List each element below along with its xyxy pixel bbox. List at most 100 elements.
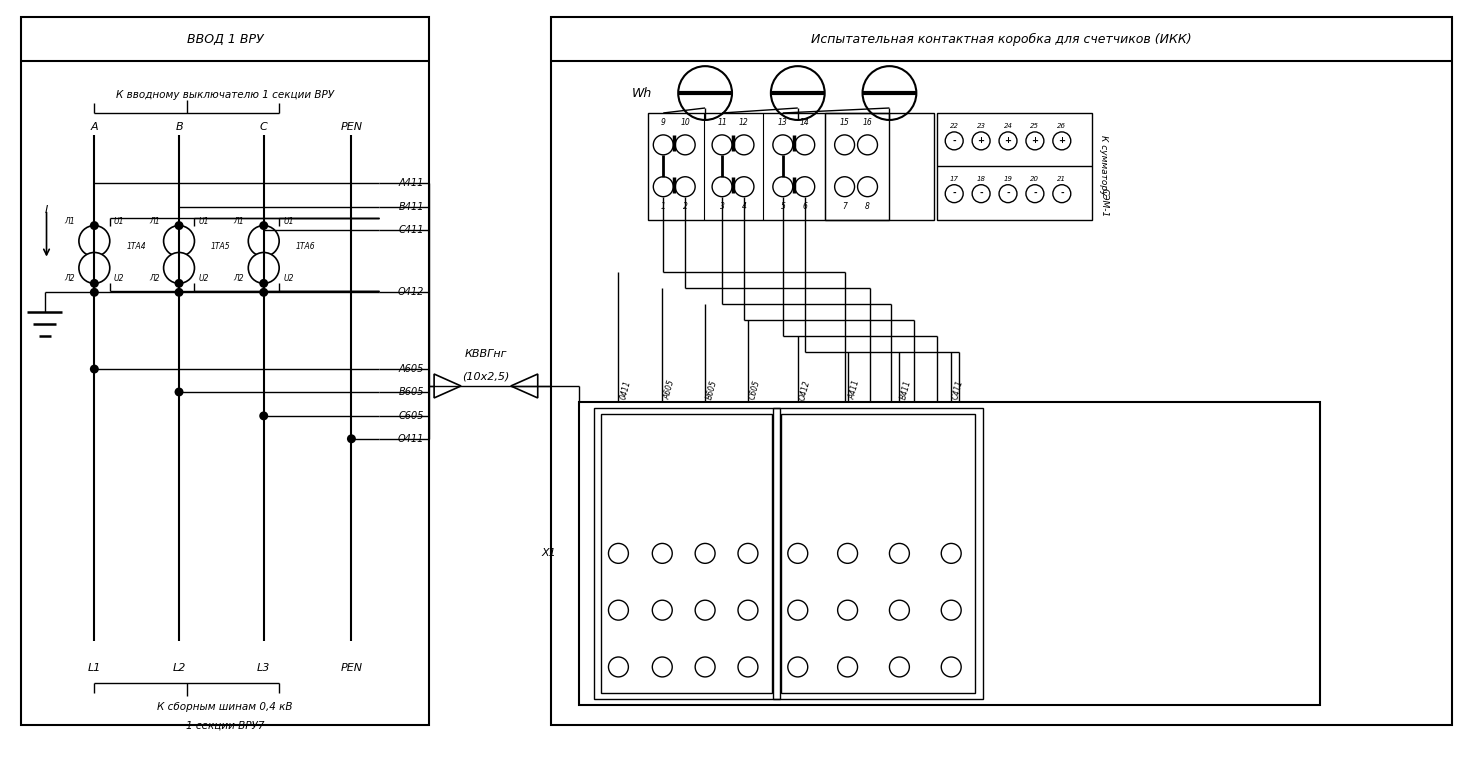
Circle shape — [946, 132, 963, 150]
Circle shape — [675, 176, 695, 196]
Text: 26: 26 — [1058, 123, 1066, 129]
Text: +: + — [1005, 137, 1012, 145]
Text: C411: C411 — [399, 225, 424, 235]
Text: Испытательная контактная коробка для счетчиков (ИКК): Испытательная контактная коробка для сче… — [812, 33, 1192, 46]
Text: К сборным шинам 0,4 кВ: К сборным шинам 0,4 кВ — [158, 702, 293, 712]
Circle shape — [678, 66, 732, 120]
Text: PEN: PEN — [340, 122, 362, 132]
Text: 1ТА5: 1ТА5 — [211, 242, 231, 251]
Circle shape — [773, 135, 792, 155]
Circle shape — [738, 657, 759, 677]
Text: B: B — [175, 122, 183, 132]
Text: 6: 6 — [803, 202, 807, 211]
Circle shape — [695, 543, 714, 563]
Bar — [781, 414, 975, 693]
Bar — [594, 408, 779, 699]
Circle shape — [259, 221, 268, 230]
Text: +: + — [978, 137, 984, 145]
Text: A411: A411 — [399, 178, 424, 188]
Bar — [773, 408, 982, 699]
Text: O412: O412 — [398, 287, 424, 297]
Text: Л1: Л1 — [149, 217, 159, 226]
Text: C: C — [259, 122, 268, 132]
Text: 23: 23 — [977, 123, 985, 129]
Circle shape — [90, 364, 99, 374]
Text: B411: B411 — [900, 379, 913, 401]
Circle shape — [259, 288, 268, 296]
Text: U1: U1 — [283, 217, 295, 226]
Circle shape — [175, 279, 184, 288]
Circle shape — [838, 543, 857, 563]
Text: A: A — [90, 122, 99, 132]
Text: -: - — [1033, 189, 1037, 198]
Text: 1: 1 — [661, 202, 666, 211]
Circle shape — [835, 176, 854, 196]
Text: Л2: Л2 — [234, 274, 245, 283]
Circle shape — [695, 657, 714, 677]
Circle shape — [795, 135, 815, 155]
Circle shape — [734, 135, 754, 155]
Circle shape — [795, 176, 815, 196]
Text: -: - — [980, 189, 982, 198]
Text: U1: U1 — [113, 217, 125, 226]
Circle shape — [653, 543, 672, 563]
Circle shape — [249, 225, 280, 257]
Circle shape — [972, 132, 990, 150]
Text: B605: B605 — [706, 379, 719, 401]
Circle shape — [941, 543, 962, 563]
Circle shape — [175, 288, 184, 296]
Circle shape — [249, 252, 280, 283]
Text: A605: A605 — [663, 379, 676, 401]
Text: -: - — [1006, 189, 1010, 198]
Text: 2: 2 — [683, 202, 688, 211]
Circle shape — [90, 221, 99, 230]
Circle shape — [653, 657, 672, 677]
Text: ВВОД 1 ВРУ: ВВОД 1 ВРУ — [187, 33, 264, 46]
Text: C411: C411 — [952, 379, 965, 401]
Bar — [825, 113, 890, 219]
Circle shape — [90, 288, 99, 296]
Circle shape — [259, 279, 268, 288]
Circle shape — [999, 132, 1016, 150]
Circle shape — [788, 543, 807, 563]
Circle shape — [890, 601, 909, 620]
Text: 8: 8 — [865, 202, 871, 211]
Text: 17: 17 — [950, 176, 959, 182]
Circle shape — [80, 225, 110, 257]
Circle shape — [999, 185, 1016, 202]
Text: C605: C605 — [748, 379, 762, 401]
Circle shape — [695, 601, 714, 620]
Text: 5: 5 — [781, 202, 785, 211]
Text: B411: B411 — [399, 202, 424, 212]
Text: КВВГнг: КВВГнг — [464, 349, 507, 359]
Text: +: + — [1031, 137, 1038, 145]
Bar — [937, 113, 1091, 219]
Circle shape — [259, 411, 268, 420]
Circle shape — [164, 225, 194, 257]
Text: L2: L2 — [172, 663, 186, 673]
Circle shape — [1025, 185, 1044, 202]
Circle shape — [738, 543, 759, 563]
Circle shape — [653, 601, 672, 620]
Text: -: - — [953, 137, 956, 145]
Text: O412: O412 — [798, 379, 812, 401]
Circle shape — [164, 252, 194, 283]
Text: 1 секции ВРУ7: 1 секции ВРУ7 — [186, 720, 264, 730]
Circle shape — [175, 387, 184, 397]
Text: (10х2,5): (10х2,5) — [463, 371, 510, 381]
Text: 11: 11 — [717, 118, 728, 128]
Text: +: + — [1058, 137, 1065, 145]
Circle shape — [890, 543, 909, 563]
Circle shape — [972, 185, 990, 202]
Text: -: - — [953, 189, 956, 198]
Circle shape — [654, 176, 673, 196]
Circle shape — [941, 601, 962, 620]
Text: Л2: Л2 — [65, 274, 75, 283]
Text: U2: U2 — [113, 274, 125, 283]
Text: СЭМ-1: СЭМ-1 — [1099, 188, 1108, 217]
Circle shape — [890, 657, 909, 677]
Text: C605: C605 — [399, 411, 424, 421]
Circle shape — [770, 66, 825, 120]
Circle shape — [835, 135, 854, 155]
Circle shape — [1053, 132, 1071, 150]
